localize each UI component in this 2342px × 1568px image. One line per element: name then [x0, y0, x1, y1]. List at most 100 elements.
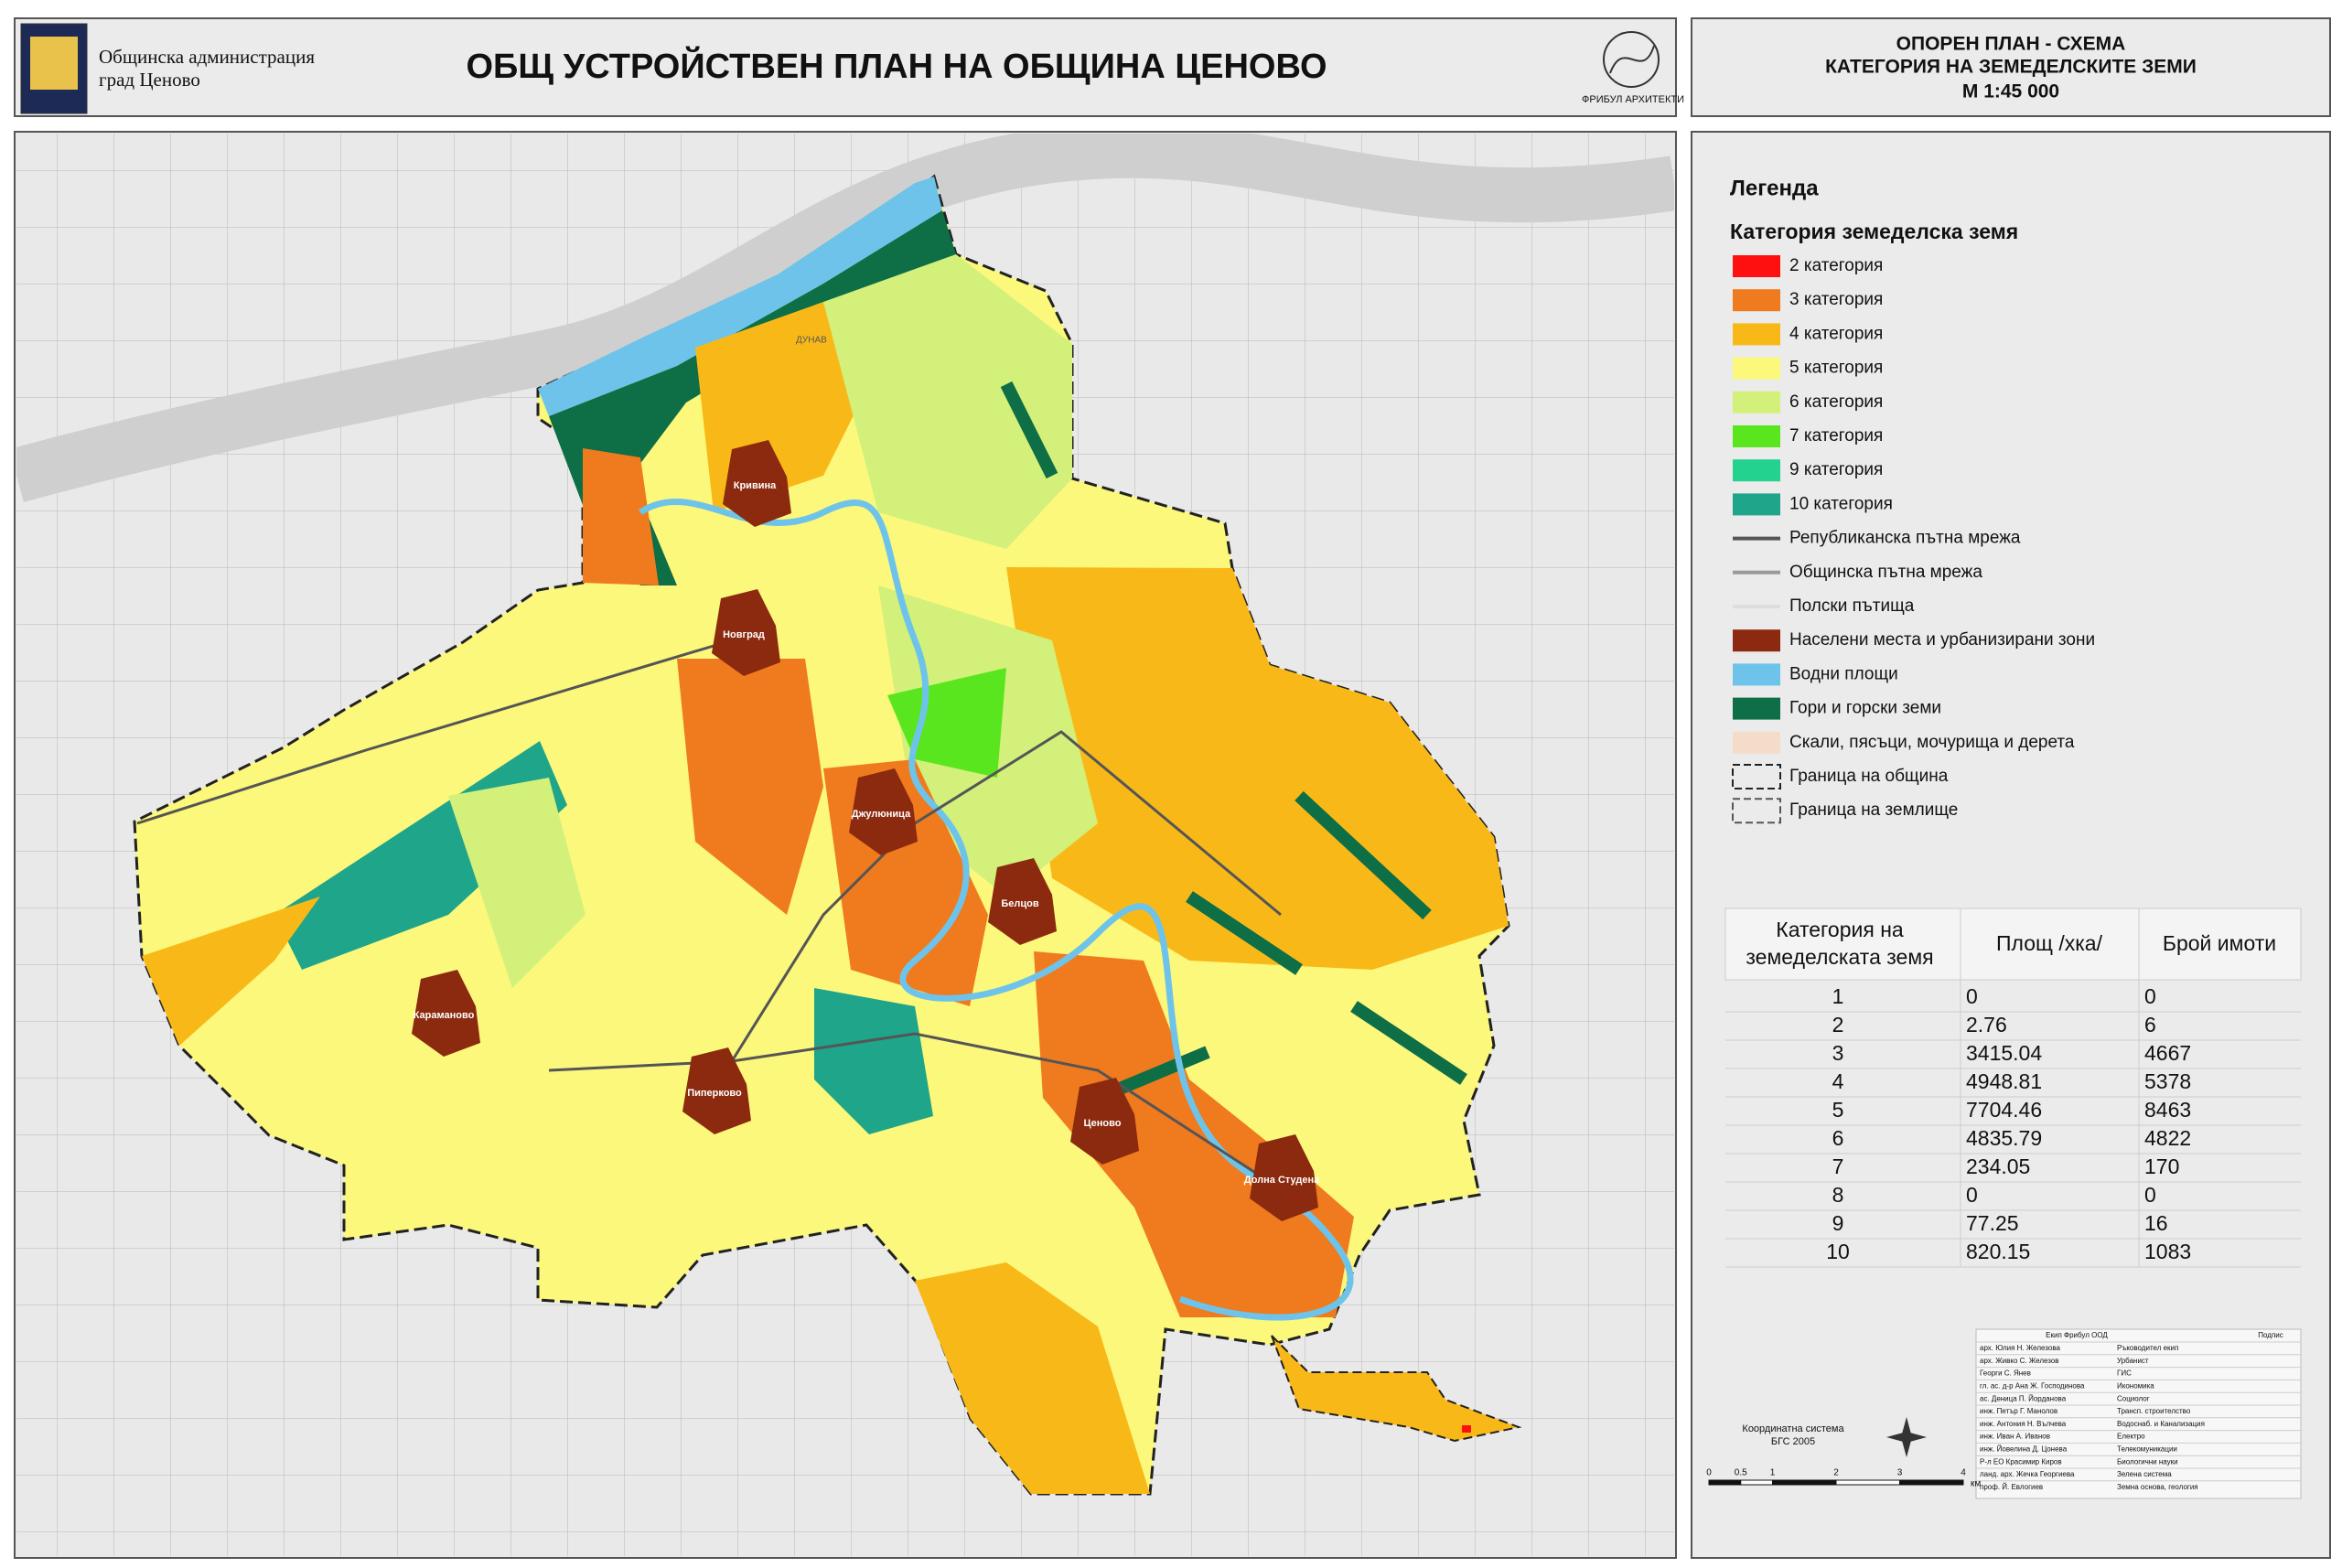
legend-swatch — [1733, 425, 1780, 447]
table-cell: 7 — [1832, 1155, 1844, 1178]
settlement-area — [849, 768, 918, 855]
coordinate-system: БГС 2005 — [1771, 1436, 1815, 1447]
scale-segment — [1740, 1479, 1773, 1486]
legend-label: Гори и горски земи — [1789, 699, 1941, 718]
category-area — [1462, 1425, 1471, 1433]
team-role: Икономика — [2117, 1382, 2154, 1391]
danube-outside — [16, 134, 1674, 502]
team-role: Урбанист — [2117, 1357, 2149, 1365]
legend-swatch — [1733, 323, 1780, 346]
table-cell: 1 — [1832, 984, 1844, 1008]
table-cell: 77.25 — [1966, 1211, 2019, 1235]
team-role: Земна основа, геология — [2117, 1483, 2198, 1491]
table-cell: 7704.46 — [1966, 1098, 2042, 1122]
team-name: ас. Деница П. Йорданова — [1980, 1394, 2067, 1402]
table-cell: 6 — [2144, 1013, 2156, 1036]
team-name: гл. ас. д-р Ана Ж. Господинова — [1980, 1382, 2085, 1391]
category-area — [677, 659, 823, 915]
org-town: град Ценово — [99, 69, 200, 91]
settlement-label: Караманово — [414, 1010, 475, 1021]
legend-swatch — [1733, 289, 1780, 312]
table-cell: 10 — [1826, 1240, 1850, 1263]
table-cell: 5378 — [2144, 1069, 2191, 1093]
settlement-label: Новград — [723, 629, 765, 640]
scale-label: 0.5 — [1735, 1468, 1747, 1478]
team-role: Телекомуникации — [2117, 1445, 2177, 1454]
table-header-cell: Категория на — [1776, 918, 1904, 941]
legend-label: Полски пътища — [1789, 596, 1915, 616]
table-cell: 4948.81 — [1966, 1069, 2042, 1093]
table-cell: 4 — [1832, 1069, 1844, 1093]
category-area — [814, 988, 933, 1134]
table-cell: 4667 — [2144, 1041, 2191, 1065]
table-cell: 4835.79 — [1966, 1126, 2042, 1150]
firm-logo — [1603, 31, 1660, 88]
team-role: Зелена система — [2117, 1470, 2172, 1478]
table-header — [1724, 908, 2302, 981]
legend-label: Скали, пясъци, мочурища и дерета — [1789, 733, 2075, 752]
sheet-title: ОПОРЕН ПЛАН - СХЕМА — [1896, 34, 2126, 55]
org-name: Общинска администрация — [99, 46, 315, 68]
table-cell: 6 — [1832, 1126, 1844, 1150]
table-cell: 5 — [1832, 1098, 1844, 1122]
table-cell: 0 — [1966, 984, 1978, 1008]
north-arrow — [1886, 1417, 1927, 1457]
team-name: Георги С. Янев — [1980, 1369, 2031, 1378]
table-header-cell: Брой имоти — [2163, 931, 2276, 955]
river-label: ДУНАВ — [796, 336, 827, 346]
table-cell: 1083 — [2144, 1240, 2191, 1263]
map: Кривина Новград Джулюница Белцов Караманово П… — [16, 134, 1674, 1556]
team-name: арх. Юлия Н. Железова — [1980, 1344, 2060, 1352]
settlements: Кривина Новград Джулюница Белцов Караманово П… — [412, 440, 1320, 1221]
scale-label: 4 — [1961, 1468, 1966, 1478]
team-role: Водоснаб. и Канализация — [2117, 1420, 2205, 1428]
category-area — [448, 778, 586, 988]
legend-swatch — [1733, 663, 1780, 686]
table-cell: 820.15 — [1966, 1240, 2030, 1263]
category-area — [142, 897, 320, 1046]
settlement-label: Долна Студена — [1244, 1175, 1320, 1186]
sheet-subtitle: КАТЕГОРИЯ НА ЗЕМЕДЕЛСКИТЕ ЗЕМИ — [1825, 57, 2197, 78]
settlement-label: Белцов — [1001, 898, 1038, 909]
legend-label: 9 категория — [1789, 460, 1883, 479]
legend-label: Водни площи — [1789, 664, 1898, 683]
main-title: ОБЩ УСТРОЙСТВЕН ПЛАН НА ОБЩИНА ЦЕНОВО — [466, 45, 1327, 86]
legend-swatch — [1732, 764, 1781, 789]
legend-swatch — [1733, 357, 1780, 380]
header-box — [14, 17, 1677, 117]
legend-swatch — [1733, 731, 1780, 754]
legend-label: Населени места и урбанизирани зони — [1789, 630, 2095, 650]
scale-segment — [1708, 1479, 1742, 1486]
water-area — [538, 177, 942, 416]
team-box — [1975, 1328, 2302, 1499]
legend-panel — [1691, 131, 2331, 1559]
coordinate-system: Координатна система — [1742, 1423, 1844, 1434]
legend-label: Общинска пътна мрежа — [1789, 563, 1982, 582]
scale-bar: 0 0.5 1 2 3 4 км — [1706, 1468, 1981, 1489]
category-area — [583, 448, 659, 585]
legend-swatch — [1733, 459, 1780, 482]
team-name: Р-л ЕО Красимир Киров — [1980, 1457, 2062, 1466]
category-area — [887, 668, 1006, 778]
settlement-area — [412, 970, 480, 1057]
scale-label: 2 — [1833, 1468, 1839, 1478]
team-role: Биологични науки — [2117, 1457, 2178, 1466]
team-table: Екип Фрибул ООД Подпис арх. Юлия Н. Железо… — [1975, 1328, 2302, 1499]
table-cell: 3415.04 — [1966, 1041, 2042, 1065]
firm-name: ФРИБУЛ АРХИТЕКТИ — [1582, 94, 1684, 105]
table-cell: 234.05 — [1966, 1155, 2030, 1178]
team-role: Социолог — [2117, 1394, 2150, 1402]
team-role: Трансп. строителство — [2117, 1407, 2191, 1415]
team-name: инж. Петър Г. Манолов — [1980, 1407, 2057, 1415]
table-cell: 2.76 — [1966, 1013, 2007, 1036]
legend-label: 6 категория — [1789, 392, 1883, 412]
sheet-scale: М 1:45 000 — [1962, 81, 2059, 102]
legend-swatch — [1733, 391, 1780, 413]
legend-subtitle: Категория земеделска земя — [1730, 220, 2018, 243]
scale-label: 3 — [1897, 1468, 1903, 1478]
forest-strip — [1000, 381, 1467, 1104]
legend-swatch — [1733, 493, 1780, 516]
settlement-area — [988, 858, 1057, 945]
settlement-area — [1250, 1134, 1318, 1221]
scale-label: 0 — [1706, 1468, 1712, 1478]
